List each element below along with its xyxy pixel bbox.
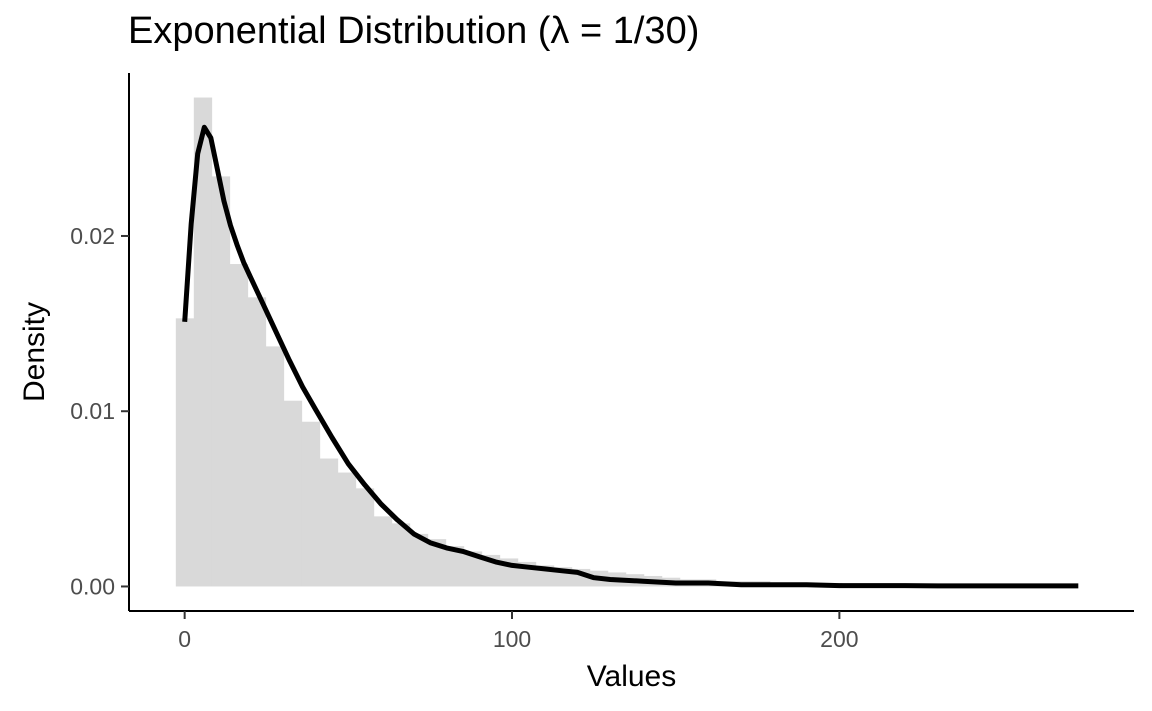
histogram-bar xyxy=(301,421,321,587)
histogram-bar xyxy=(445,546,465,587)
histogram-bar xyxy=(175,318,195,587)
x-ticks: 0 100 200 xyxy=(178,611,859,652)
histogram-bar xyxy=(463,551,483,587)
histogram-bar xyxy=(355,488,375,587)
histogram-bars xyxy=(175,97,1077,587)
y-tick-label: 0.00 xyxy=(70,573,115,599)
histogram-bar xyxy=(193,97,213,587)
histogram-bar xyxy=(409,533,429,587)
y-axis-title: Density xyxy=(18,302,51,402)
histogram-bar xyxy=(337,472,357,587)
chart-title: Exponential Distribution (λ = 1/30) xyxy=(128,10,700,52)
y-tick-label: 0.01 xyxy=(70,398,115,424)
x-tick-label: 0 xyxy=(178,626,191,652)
x-tick-label: 200 xyxy=(820,626,858,652)
histogram-bar xyxy=(283,400,303,587)
histogram-bar xyxy=(319,458,339,587)
histogram-bar xyxy=(247,297,267,587)
histogram-bar xyxy=(373,516,393,587)
histogram-bar xyxy=(211,176,231,587)
y-tick-label: 0.02 xyxy=(70,223,115,249)
y-ticks: 0.00 0.01 0.02 xyxy=(70,223,129,599)
density-curve xyxy=(182,124,1079,589)
histogram-bar xyxy=(427,539,447,587)
density-layer xyxy=(182,124,1079,589)
histogram-bar xyxy=(229,264,249,587)
histogram-bar xyxy=(265,346,285,587)
x-axis-title: Values xyxy=(587,660,677,693)
histogram-bar xyxy=(391,523,411,587)
x-tick-label: 100 xyxy=(493,626,531,652)
